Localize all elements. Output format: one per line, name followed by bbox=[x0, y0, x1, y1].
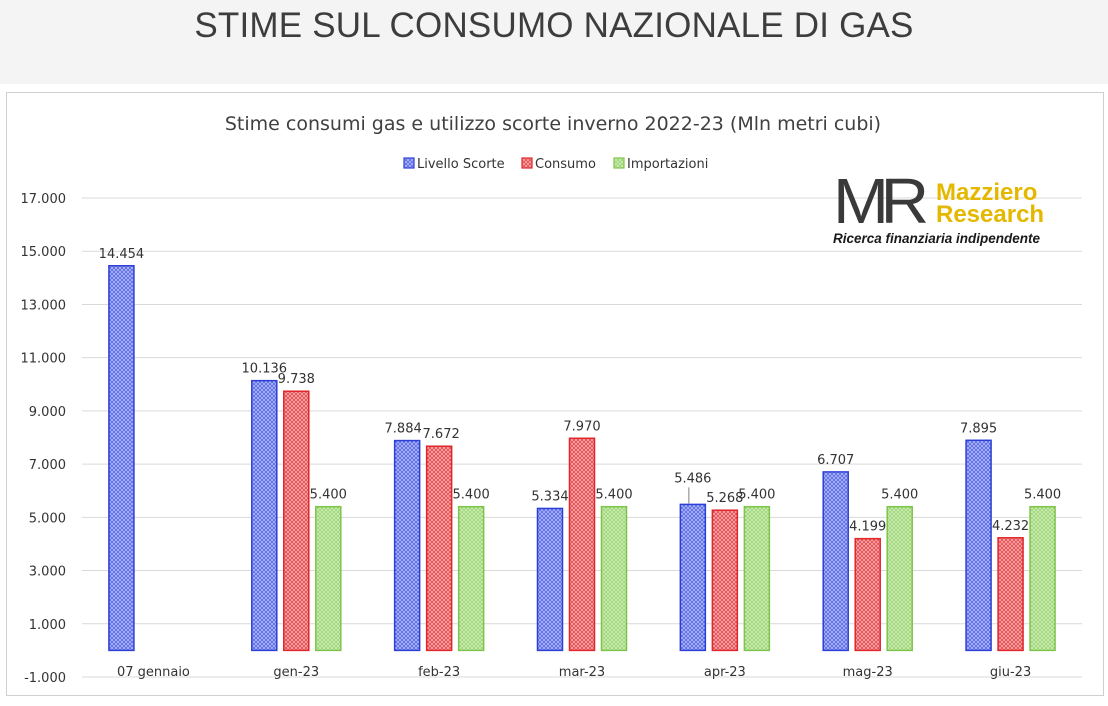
data-label: 5.400 bbox=[453, 488, 490, 503]
page-title: STIME SUL CONSUMO NAZIONALE DI GAS bbox=[194, 6, 914, 45]
data-label: 7.895 bbox=[960, 421, 997, 436]
x-tick-label: mar-23 bbox=[559, 665, 605, 680]
data-label: 9.738 bbox=[278, 372, 315, 387]
bar-importazioni bbox=[1029, 505, 1056, 652]
bar-importazioni bbox=[743, 505, 771, 652]
y-axis: -1.000 1.000 3.000 5.000 7.000 9.000 11.000 13.… bbox=[21, 192, 67, 686]
bar-importazioni bbox=[886, 505, 913, 652]
y-tick-label: 1.000 bbox=[29, 618, 66, 633]
logo-mark: MR bbox=[833, 165, 929, 237]
x-axis: 07 gennaio gen-23 feb-23 mar-23 apr-23 mag-23… bbox=[117, 665, 1031, 680]
data-label: 7.884 bbox=[385, 422, 422, 437]
y-tick-label: 13.000 bbox=[21, 298, 67, 313]
y-tick-label: 11.000 bbox=[21, 352, 67, 367]
x-tick-label: 07 gennaio bbox=[117, 665, 190, 680]
bar-consumo bbox=[568, 437, 596, 652]
x-tick-label: feb-23 bbox=[418, 665, 460, 680]
legend-swatch bbox=[403, 157, 415, 169]
y-tick-label: 9.000 bbox=[29, 405, 66, 420]
y-tick-label: 17.000 bbox=[21, 192, 67, 207]
bar-consumo bbox=[711, 509, 739, 652]
data-label: 5.400 bbox=[310, 488, 347, 503]
y-tick-label: 5.000 bbox=[29, 511, 66, 526]
bar-importazioni bbox=[457, 505, 485, 652]
data-label: 5.400 bbox=[881, 488, 918, 503]
logo-brand: Mazziero Research bbox=[936, 179, 1045, 228]
bar-livello-scorte bbox=[679, 503, 707, 652]
data-label: 7.672 bbox=[423, 427, 460, 442]
bar-importazioni bbox=[315, 505, 342, 652]
chart-legend: Livello Scorte Consumo Importazioni bbox=[403, 157, 708, 172]
data-label: 5.486 bbox=[674, 471, 711, 486]
mazziero-research-logo: MR Mazziero Research Ricerca finanziaria… bbox=[833, 165, 1068, 250]
bar-consumo bbox=[425, 445, 453, 652]
bar-livello-scorte bbox=[251, 379, 278, 652]
bar-consumo bbox=[854, 537, 881, 652]
x-tick-label: mag-23 bbox=[843, 665, 893, 680]
legend-swatch bbox=[521, 157, 533, 169]
data-label: 14.454 bbox=[99, 247, 145, 262]
data-label: 5.334 bbox=[531, 489, 568, 504]
x-tick-label: giu-23 bbox=[990, 665, 1031, 680]
y-tick-label: 15.000 bbox=[21, 245, 67, 260]
chart-title: Stime consumi gas e utilizzo scorte inve… bbox=[225, 113, 881, 135]
logo-brand-line1: Mazziero bbox=[936, 179, 1038, 206]
bar-livello-scorte bbox=[965, 439, 992, 652]
bar-livello-scorte bbox=[108, 265, 135, 652]
data-label: 5.400 bbox=[595, 488, 632, 503]
data-label: 4.232 bbox=[992, 519, 1029, 534]
page-header: STIME SUL CONSUMO NAZIONALE DI GAS bbox=[0, 0, 1108, 84]
x-tick-label: apr-23 bbox=[704, 665, 746, 680]
bar-livello-scorte bbox=[536, 507, 564, 652]
data-label: 10.136 bbox=[242, 362, 288, 377]
legend-label: Livello Scorte bbox=[417, 157, 505, 172]
bar-importazioni bbox=[600, 505, 628, 652]
data-label: 6.707 bbox=[817, 453, 854, 468]
bar-livello-scorte bbox=[822, 471, 849, 652]
y-tick-label: 3.000 bbox=[29, 565, 66, 580]
data-label: 5.268 bbox=[706, 491, 743, 506]
logo-brand-line2: Research bbox=[936, 201, 1045, 228]
data-label: 5.400 bbox=[738, 488, 775, 503]
logo-tagline: Ricerca finanziaria indipendente bbox=[833, 231, 1041, 246]
bar-livello-scorte bbox=[393, 439, 421, 652]
bar-consumo bbox=[997, 537, 1024, 652]
y-tick-label: 7.000 bbox=[29, 458, 66, 473]
bar-consumo bbox=[283, 390, 310, 652]
x-tick-label: gen-23 bbox=[273, 665, 319, 680]
data-label: 4.199 bbox=[849, 520, 886, 535]
data-label: 7.970 bbox=[563, 419, 600, 434]
data-label: 5.400 bbox=[1024, 488, 1061, 503]
legend-label: Importazioni bbox=[627, 157, 708, 172]
legend-swatch bbox=[613, 157, 625, 169]
legend-label: Consumo bbox=[535, 157, 596, 172]
y-tick-label: -1.000 bbox=[24, 671, 66, 686]
